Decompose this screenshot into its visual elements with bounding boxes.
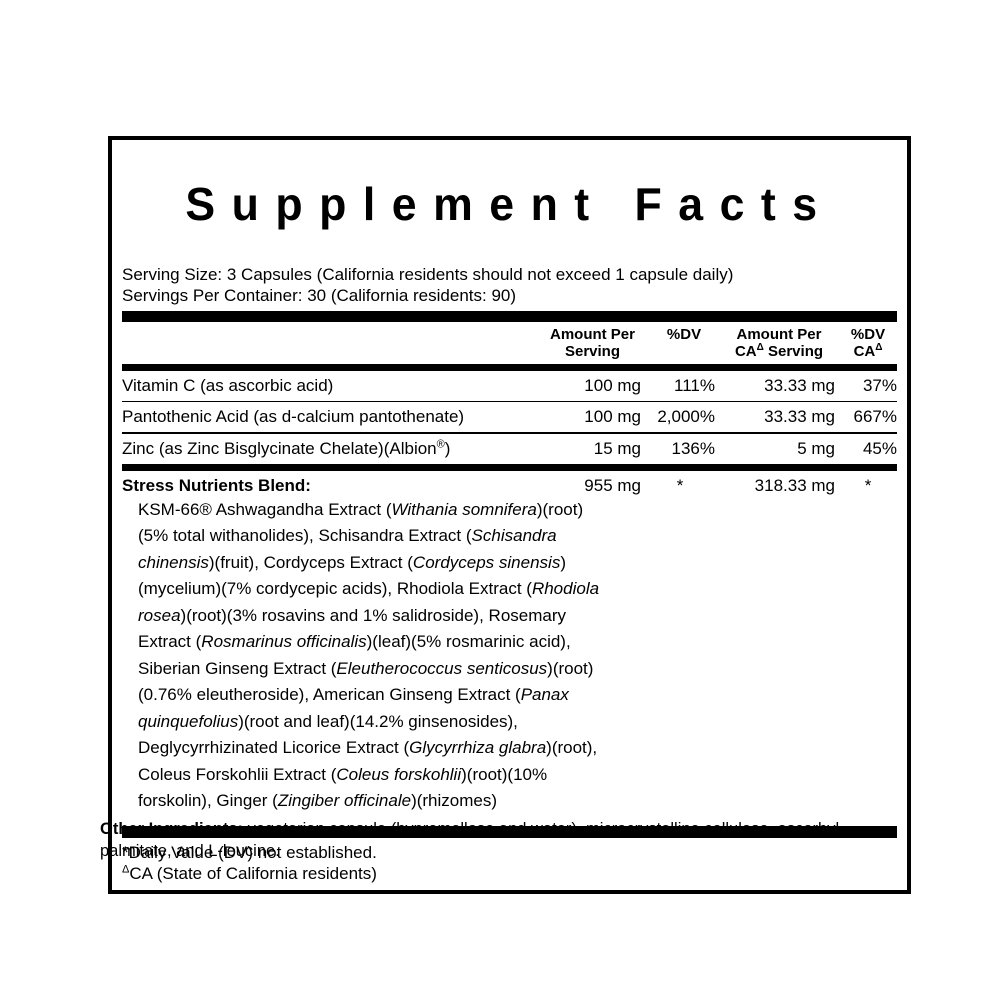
nutrient-amount-per-ca-serving: 33.33 mg <box>764 407 835 427</box>
nutrient-dv: 136% <box>671 438 715 458</box>
blend-name: Stress Nutrients Blend: <box>122 475 311 495</box>
footnote-ca: ΔCA (State of California residents) <box>122 863 377 884</box>
rule-above-footnotes <box>122 825 897 838</box>
blend-dv: * <box>676 475 684 495</box>
other-ingredients-heading: Other Ingredients: <box>100 819 244 838</box>
table-row: Zinc (as Zinc Bisglycinate Chelate)(Albi… <box>122 434 897 464</box>
servings-per-container-line: Servings Per Container: 30 (California r… <box>122 286 517 306</box>
blend-dv-ca: * <box>864 475 872 495</box>
nutrient-name: Pantothenic Acid (as d-calcium pantothen… <box>122 407 465 427</box>
table-row: Vitamin C (as ascorbic acid) 100 mg 111%… <box>122 371 897 401</box>
nutrient-amount-per-serving: 100 mg <box>584 407 641 427</box>
nutrient-amount-per-serving: 100 mg <box>584 375 641 395</box>
nutrient-amount-per-serving: 15 mg <box>593 438 641 458</box>
serving-info: Serving Size: 3 Capsules (California res… <box>122 264 897 311</box>
rule-below-column-headers <box>122 363 897 371</box>
nutrient-dv: 2,000% <box>657 407 715 427</box>
delta-superscript-icon: Δ <box>122 863 130 876</box>
supplement-facts-panel: Supplement Facts Serving Size: 3 Capsule… <box>108 136 911 894</box>
delta-superscript-icon: Δ <box>875 341 883 353</box>
nutrient-dv-ca: 667% <box>853 407 897 427</box>
nutrient-dv: 111% <box>674 375 715 395</box>
column-header-dv: %DV <box>666 325 702 343</box>
nutrient-name: Zinc (as Zinc Bisglycinate Chelate)(Albi… <box>122 437 451 458</box>
delta-superscript-icon: Δ <box>756 341 764 353</box>
blend-header-row: Stress Nutrients Blend: 955 mg * 318.33 … <box>122 471 897 496</box>
table-row: Pantothenic Acid (as d-calcium pantothen… <box>122 402 897 432</box>
column-header-dv-ca: %DV CAΔ <box>839 326 897 360</box>
blend-amount-per-serving: 955 mg <box>584 475 641 495</box>
nutrient-amount-per-ca-serving: 5 mg <box>797 438 835 458</box>
rule-below-serving-info <box>122 310 897 322</box>
other-ingredients-text: vegetarian capsule (hypromellose and wat… <box>100 819 840 860</box>
blend-ingredients-text: KSM-66® Ashwagandha Extract (Withania so… <box>138 499 600 811</box>
footnote-daily-value: *Daily Value (DV) not established. <box>122 842 377 862</box>
nutrient-dv-ca: 37% <box>862 375 897 395</box>
footnotes: *Daily Value (DV) not established. ΔCA (… <box>122 838 897 890</box>
column-header-dv-ca-line2: CAΔ <box>853 341 883 360</box>
row-divider <box>122 400 897 403</box>
serving-size-line: Serving Size: 3 Capsules (California res… <box>122 264 734 284</box>
nutrient-dv-ca: 45% <box>862 438 897 458</box>
nutrient-name: Vitamin C (as ascorbic acid) <box>122 375 334 395</box>
registered-trademark-icon: ® <box>436 437 445 450</box>
column-header-amount-per-serving: Amount Per Serving <box>549 325 635 360</box>
page-title: Supplement Facts <box>185 177 834 230</box>
row-divider <box>122 432 897 434</box>
column-header-ca-serving-line2: CAΔ Serving <box>734 341 824 360</box>
column-header-row: Amount Per Serving %DV Amount Per CAΔ Se… <box>122 322 897 364</box>
blend-amount-per-ca-serving: 318.33 mg <box>754 475 835 495</box>
other-ingredients: Other Ingredients: vegetarian capsule (h… <box>100 818 912 862</box>
nutrient-amount-per-ca-serving: 33.33 mg <box>764 375 835 395</box>
rule-above-blend <box>122 463 897 471</box>
column-header-amount-per-ca-serving: Amount Per CAΔ Serving <box>719 326 839 360</box>
